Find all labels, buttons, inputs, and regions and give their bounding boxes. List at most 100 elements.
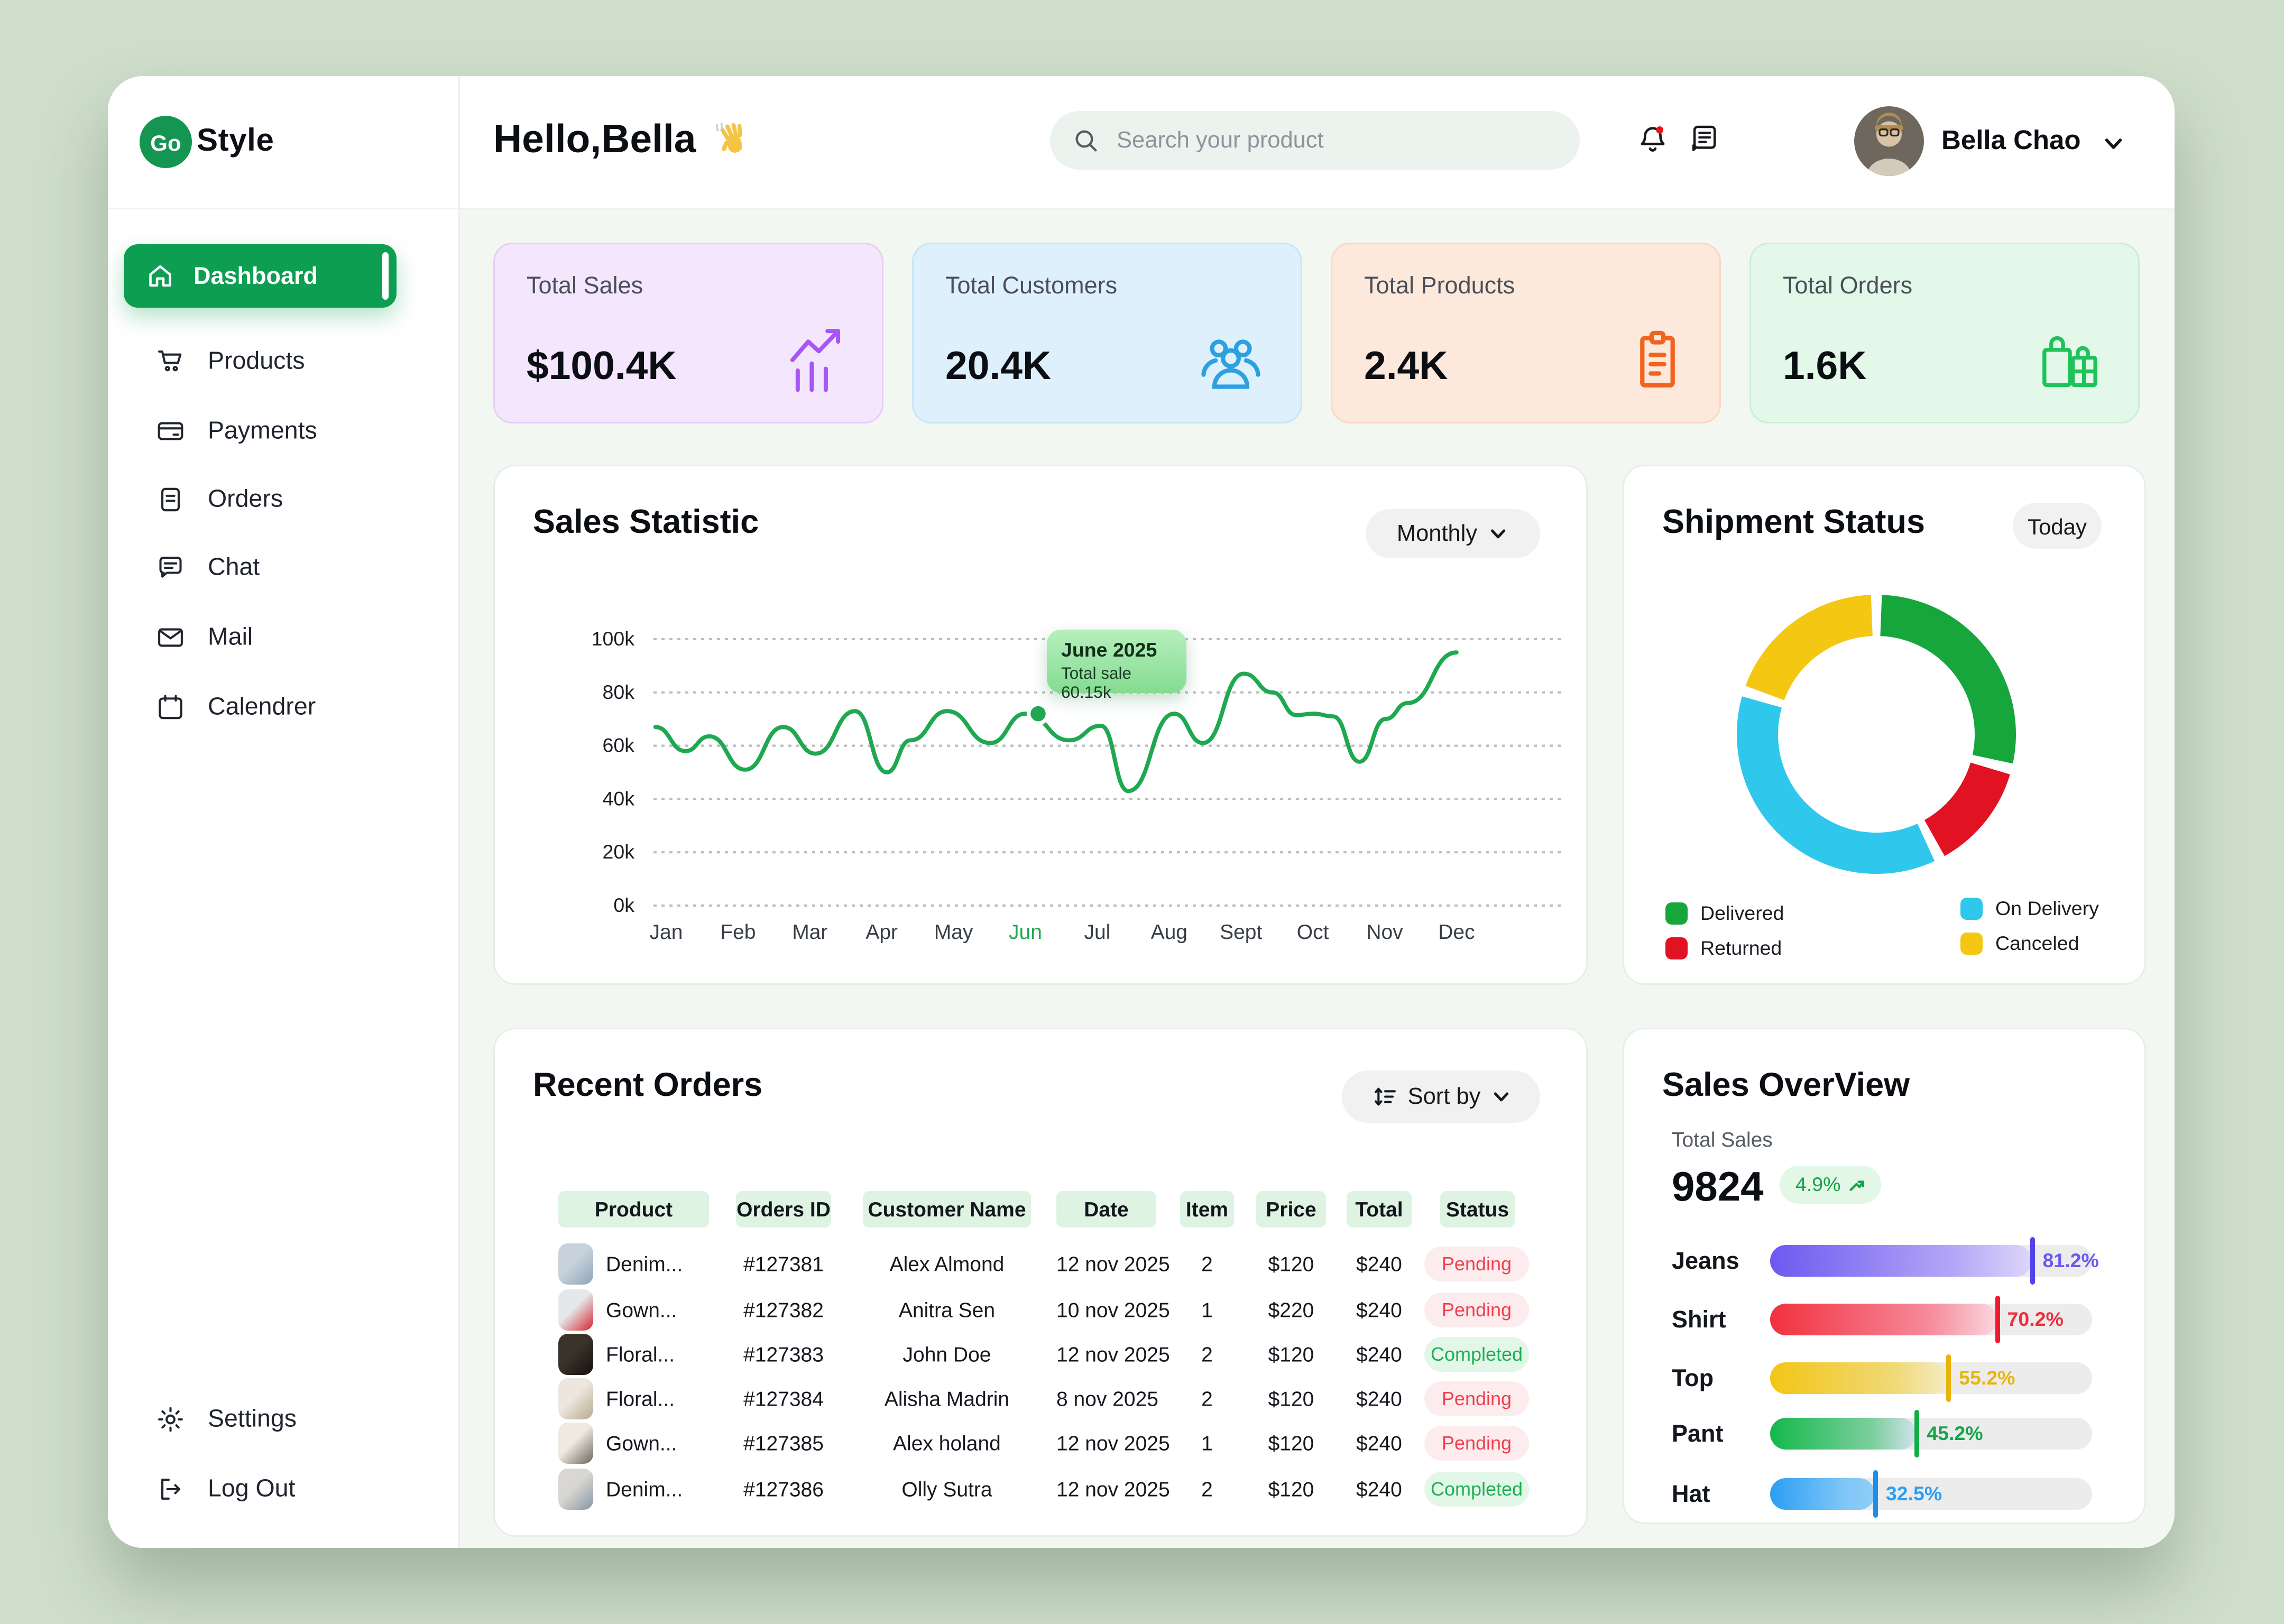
order-date: 12 nov 2025: [1056, 1477, 1170, 1501]
item-count: 2: [1201, 1342, 1213, 1367]
column-header-price[interactable]: Price: [1256, 1191, 1326, 1228]
table-row[interactable]: Gown... #127385 Alex holand 12 nov 2025 …: [495, 1423, 1586, 1464]
svg-text:Feb: Feb: [720, 921, 756, 944]
order-date: 12 nov 2025: [1056, 1342, 1170, 1367]
avatar[interactable]: [1854, 106, 1924, 176]
stat-value: 20.4K: [945, 344, 1052, 389]
svg-text:Sept: Sept: [1220, 921, 1262, 944]
sidebar-item-label: Payments: [208, 417, 317, 444]
sidebar-item-chat[interactable]: Chat: [155, 553, 260, 583]
svg-text:Nov: Nov: [1366, 921, 1403, 944]
customer-name: Alex holand: [893, 1431, 1001, 1455]
column-label: Product: [594, 1197, 673, 1221]
sales-statistic-card: 0k 20k 40k 60k 80k 100k Jan Feb Mar Apr May Jun Jul A…: [493, 465, 1588, 985]
sidebar-item-payments[interactable]: Payments: [155, 417, 317, 447]
sidebar: Go Style Dashboard Products Payments: [108, 76, 460, 1548]
table-row[interactable]: Floral... #127383 John Doe 12 nov 2025 2…: [495, 1334, 1586, 1375]
search-bar[interactable]: [1050, 111, 1580, 170]
user-name[interactable]: Bella Chao: [1941, 125, 2081, 155]
bar-track: 70.2%: [1770, 1296, 2092, 1343]
active-indicator: [382, 252, 389, 300]
svg-text:Apr: Apr: [865, 921, 898, 944]
svg-text:Aug: Aug: [1151, 921, 1187, 944]
legend-item-on-delivery: On Delivery: [1960, 898, 2099, 920]
home-icon: [146, 262, 174, 290]
sort-by-button[interactable]: Sort by: [1342, 1071, 1540, 1123]
card-title: Sales Statistic: [533, 504, 759, 541]
chevron-down-icon[interactable]: [2102, 132, 2125, 155]
search-input[interactable]: [1113, 126, 1558, 155]
product-image: [558, 1469, 593, 1510]
total: $240: [1356, 1431, 1402, 1455]
total: $240: [1356, 1477, 1402, 1501]
order-id: #127383: [743, 1342, 824, 1367]
column-header-item[interactable]: Item: [1180, 1191, 1234, 1228]
card-title: Recent Orders: [533, 1067, 763, 1104]
table-row[interactable]: Floral... #127384 Alisha Madrin 8 nov 20…: [495, 1378, 1586, 1419]
users-icon: [1196, 330, 1266, 393]
price: $120: [1268, 1387, 1314, 1411]
stat-label: Total Orders: [1783, 273, 1913, 300]
sales-statistic-chart: 0k 20k 40k 60k 80k 100k Jan Feb Mar Apr May Jun Jul A…: [592, 628, 1561, 944]
status-badge: Completed: [1424, 1472, 1529, 1507]
tooltip-title: June 2025: [1061, 639, 1157, 661]
status-badge: Pending: [1424, 1293, 1529, 1327]
column-header-date[interactable]: Date: [1056, 1191, 1156, 1228]
table-row[interactable]: Gown... #127382 Anitra Sen 10 nov 2025 1…: [495, 1289, 1586, 1331]
card-title: Sales OverView: [1662, 1067, 1910, 1104]
legend-swatch: [1960, 933, 1983, 955]
product-name: Denim...: [606, 1477, 683, 1501]
status-badge: Completed: [1424, 1337, 1529, 1372]
item-count: 2: [1201, 1477, 1213, 1501]
status-badge: Pending: [1424, 1381, 1529, 1416]
sidebar-item-logout[interactable]: Log Out: [155, 1474, 295, 1505]
column-label: Date: [1084, 1197, 1129, 1221]
column-header-total[interactable]: Total: [1347, 1191, 1412, 1228]
customer-name: Anitra Sen: [898, 1298, 996, 1322]
table-row[interactable]: Denim... #127381 Alex Almond 12 nov 2025…: [495, 1243, 1586, 1285]
today-badge[interactable]: Today: [2013, 503, 2102, 549]
sidebar-item-settings[interactable]: Settings: [155, 1405, 297, 1435]
order-date: 10 nov 2025: [1056, 1298, 1170, 1322]
legend-item-returned: Returned: [1665, 937, 1782, 959]
chart-marker-dot: [1026, 702, 1050, 725]
bar-percentage: 32.5%: [1885, 1483, 1942, 1505]
column-header-orders-id[interactable]: Orders ID: [736, 1191, 831, 1228]
sidebar-item-calendar[interactable]: Calendrer: [155, 693, 316, 723]
legend-label: On Delivery: [1995, 898, 2099, 920]
notification-bell-icon[interactable]: [1635, 121, 1670, 159]
order-date: 12 nov 2025: [1056, 1431, 1170, 1455]
clipboard-icon: [1631, 327, 1684, 393]
table-row[interactable]: Denim... #127386 Olly Sutra 12 nov 2025 …: [495, 1469, 1586, 1510]
sidebar-item-dashboard[interactable]: Dashboard: [124, 244, 397, 308]
sidebar-item-mail[interactable]: Mail: [155, 623, 253, 653]
stat-card-total-products: Total Products 2.4K: [1331, 243, 1721, 423]
bar-fill: [1770, 1362, 1948, 1394]
legend-label: Returned: [1700, 937, 1782, 959]
svg-text:100k: 100k: [592, 628, 635, 650]
bar-track: 81.2%: [1770, 1237, 2099, 1285]
bar-marker: [1873, 1470, 1878, 1518]
sales-overview-card: Sales OverView Total Sales 9824 4.9% Jea…: [1623, 1028, 2146, 1524]
sidebar-item-products[interactable]: Products: [155, 347, 305, 377]
product-name: Floral...: [606, 1387, 675, 1411]
product-image: [558, 1334, 593, 1375]
column-label: Orders ID: [736, 1197, 831, 1221]
bar-percentage: 55.2%: [1959, 1367, 2015, 1389]
messages-icon[interactable]: [1688, 121, 1721, 155]
price: $120: [1268, 1431, 1314, 1455]
column-header-status[interactable]: Status: [1440, 1191, 1515, 1228]
document-icon: [155, 485, 186, 515]
sidebar-item-orders[interactable]: Orders: [155, 485, 283, 515]
column-header-product[interactable]: Product: [558, 1191, 709, 1228]
credit-card-icon: [155, 417, 186, 447]
logo-text: Style: [197, 124, 274, 159]
column-header-customer[interactable]: Customer Name: [863, 1191, 1031, 1228]
item-count: 2: [1201, 1252, 1213, 1276]
bar-label: Top: [1672, 1364, 1714, 1392]
overview-bar-pant: Pant 45.2%: [1672, 1410, 2092, 1457]
period-dropdown[interactable]: Monthly: [1366, 509, 1540, 558]
order-id: #127382: [743, 1298, 824, 1322]
sidebar-item-label: Products: [208, 347, 305, 374]
order-id: #127385: [743, 1431, 824, 1455]
